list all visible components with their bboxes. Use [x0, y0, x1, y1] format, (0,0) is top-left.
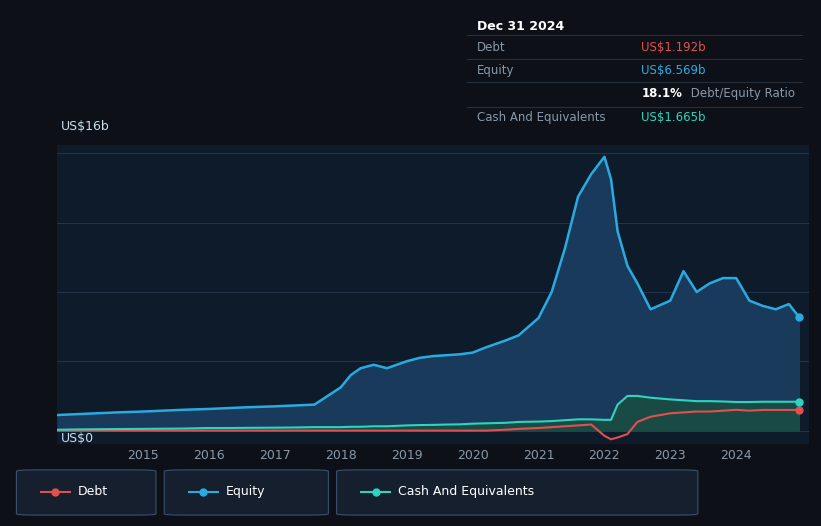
Text: Cash And Equivalents: Cash And Equivalents [477, 110, 606, 124]
Text: US$0: US$0 [62, 432, 94, 446]
Text: US$16b: US$16b [62, 119, 110, 133]
Text: Debt: Debt [78, 485, 108, 498]
Text: US$6.569b: US$6.569b [641, 64, 706, 77]
FancyBboxPatch shape [16, 470, 156, 515]
Text: Equity: Equity [226, 485, 265, 498]
FancyBboxPatch shape [337, 470, 698, 515]
Text: Dec 31 2024: Dec 31 2024 [477, 19, 565, 33]
Text: Debt/Equity Ratio: Debt/Equity Ratio [686, 87, 795, 100]
Text: 18.1%: 18.1% [641, 87, 682, 100]
Text: Cash And Equivalents: Cash And Equivalents [398, 485, 534, 498]
Text: US$1.192b: US$1.192b [641, 41, 706, 54]
Text: US$1.665b: US$1.665b [641, 110, 706, 124]
Text: Debt: Debt [477, 41, 506, 54]
FancyBboxPatch shape [164, 470, 328, 515]
Text: Equity: Equity [477, 64, 515, 77]
